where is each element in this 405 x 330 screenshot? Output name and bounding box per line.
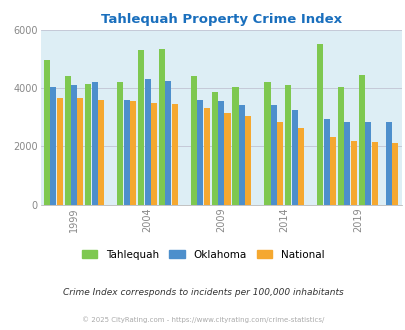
Bar [270,106,276,205]
Bar [190,76,196,205]
Title: Tahlequah Property Crime Index: Tahlequah Property Crime Index [100,13,341,26]
Bar [285,85,290,205]
Bar [64,76,70,205]
Bar [144,79,150,205]
Bar [77,98,83,205]
Bar [264,82,270,205]
Bar [56,98,62,205]
Bar [316,44,322,205]
Bar [44,60,50,205]
Legend: Tahlequah, Oklahoma, National: Tahlequah, Oklahoma, National [77,246,328,264]
Bar [245,116,251,205]
Bar [98,100,104,205]
Bar [50,86,56,205]
Bar [217,101,224,205]
Bar [138,50,144,205]
Bar [291,110,297,205]
Bar [85,83,91,205]
Text: Crime Index corresponds to incidents per 100,000 inhabitants: Crime Index corresponds to incidents per… [62,288,343,297]
Bar [158,49,164,205]
Bar [329,137,335,205]
Bar [224,113,230,205]
Bar [277,122,283,205]
Bar [197,100,203,205]
Bar [323,118,329,205]
Bar [385,121,391,205]
Bar [171,104,177,205]
Bar [238,106,244,205]
Bar [343,121,350,205]
Bar [211,92,217,205]
Bar [151,103,157,205]
Bar [130,101,136,205]
Bar [337,86,343,205]
Bar [364,121,370,205]
Bar [165,81,171,205]
Bar [350,141,356,205]
Bar [297,128,303,205]
Bar [371,142,377,205]
Bar [358,75,364,205]
Bar [92,82,98,205]
Bar [117,82,123,205]
Bar [203,108,209,205]
Text: © 2025 CityRating.com - https://www.cityrating.com/crime-statistics/: © 2025 CityRating.com - https://www.city… [82,316,323,323]
Bar [391,143,397,205]
Bar [71,85,77,205]
Bar [124,100,130,205]
Bar [232,86,238,205]
